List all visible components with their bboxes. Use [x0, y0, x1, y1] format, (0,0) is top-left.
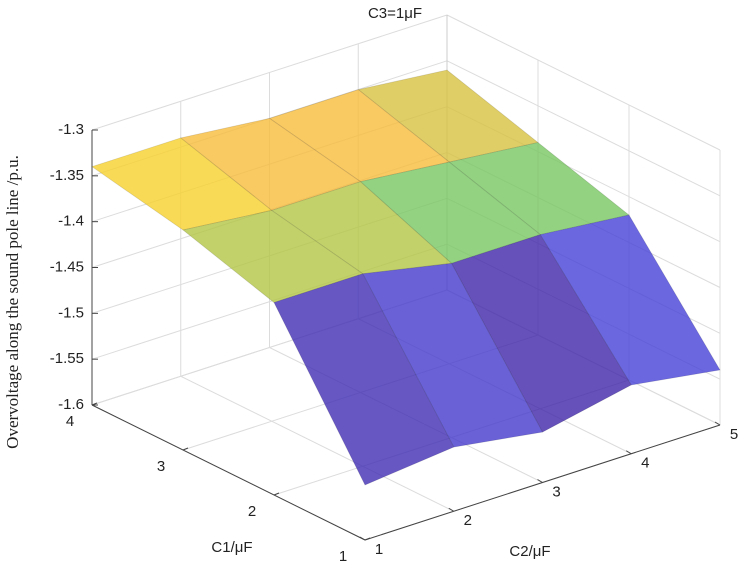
grid-line — [180, 375, 454, 512]
z-tick-label: -1.35 — [50, 167, 84, 184]
grid-line — [446, 60, 721, 197]
x-tick — [359, 536, 366, 541]
x-tick — [448, 507, 455, 512]
surface-face — [91, 137, 273, 231]
z-tick-label: -1.5 — [58, 304, 84, 321]
x-tick — [537, 479, 543, 483]
x-axis-label: C2/μF — [509, 543, 550, 560]
z-tick-label: -1.4 — [58, 213, 84, 230]
chart-title: C3=1μF — [368, 5, 422, 22]
z-tick-label: -1.55 — [50, 350, 84, 367]
y-tick — [182, 447, 189, 451]
x-tick-label: 2 — [464, 512, 472, 529]
axis-line — [91, 404, 366, 541]
z-tick-label: -1.3 — [58, 121, 84, 138]
x-tick-label: 4 — [641, 455, 649, 472]
y-tick-label: 1 — [339, 548, 347, 565]
z-axis-label: Overvoltage along the sound pole line /p… — [3, 155, 22, 449]
y-tick — [364, 537, 371, 541]
x-tick-label: 5 — [730, 426, 738, 443]
x-tick — [625, 450, 632, 455]
y-tick — [273, 492, 280, 496]
y-axis-label: C1/μF — [211, 539, 252, 556]
y-tick-label: 3 — [157, 458, 165, 475]
surface-face — [362, 262, 544, 448]
y-tick — [91, 402, 98, 406]
z-tick-label: -1.45 — [50, 258, 84, 275]
x-tick-label: 1 — [375, 541, 383, 558]
surface-face — [448, 142, 630, 236]
grid-line — [91, 14, 448, 131]
surface-face — [450, 234, 632, 433]
surface-face — [273, 273, 455, 486]
y-tick-label: 2 — [248, 503, 256, 520]
z-tick-label: -1.6 — [58, 396, 84, 413]
y-tick-label: 4 — [66, 413, 74, 430]
x-tick — [714, 421, 721, 426]
grid-line — [446, 14, 721, 151]
x-tick-label: 3 — [552, 483, 560, 500]
surface-face — [357, 69, 539, 163]
